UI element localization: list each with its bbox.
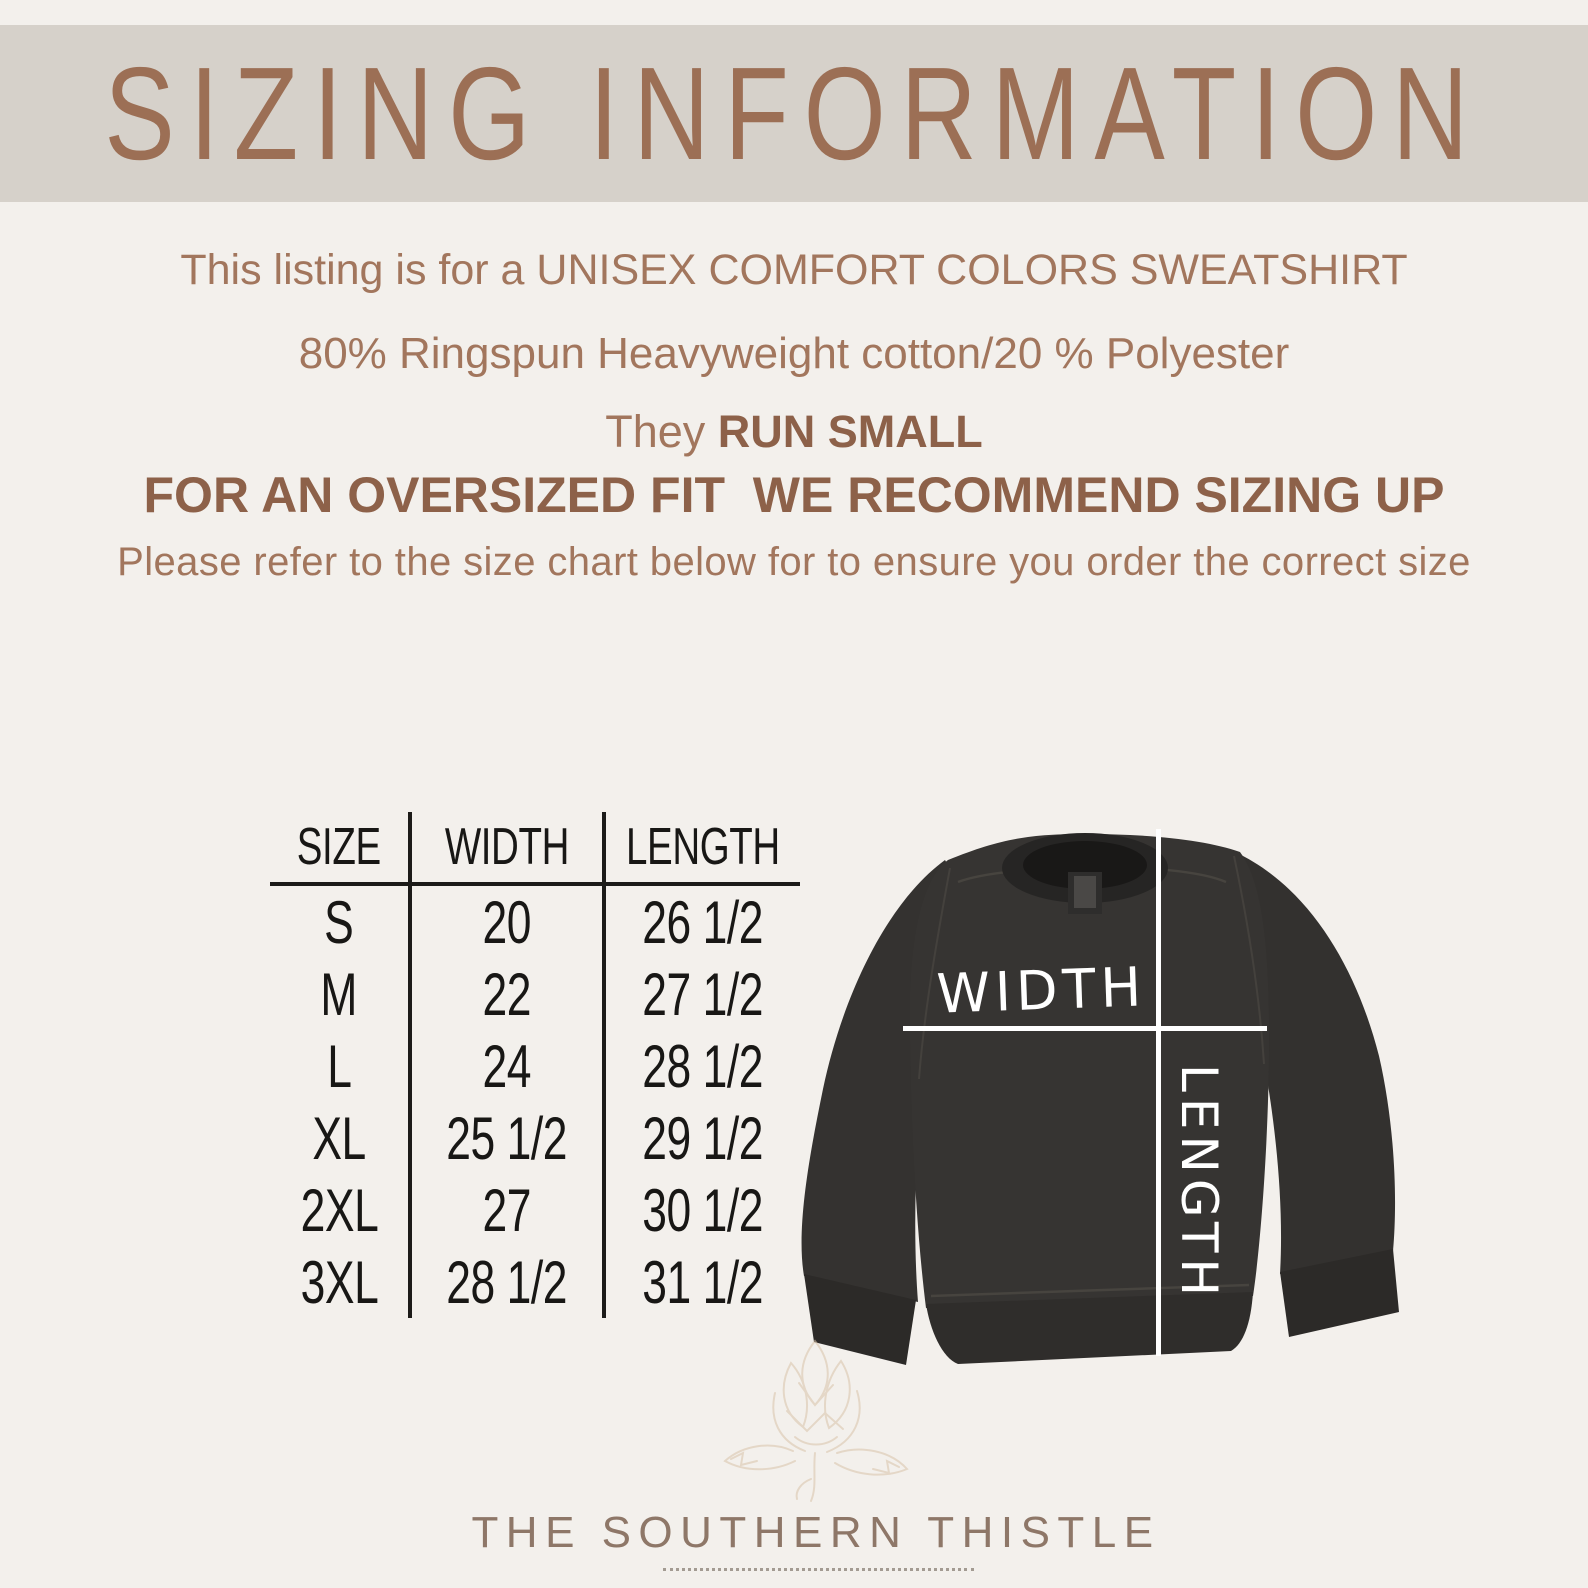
sweatshirt-hem-band: [926, 1292, 1253, 1364]
intro-fabric-line: 80% Ringspun Heavyweight cotton/20 % Pol…: [298, 329, 1290, 378]
sweatshirt-right-sleeve: [1226, 852, 1396, 1274]
cell-size-2xl: 2XL: [270, 1174, 412, 1246]
hem-seam: [930, 1283, 1250, 1298]
sweatshirt-body: [909, 834, 1270, 1308]
width-label: WIDTH: [936, 955, 1148, 1025]
cell-width-l: 24: [412, 1030, 606, 1102]
size-chart-table: SIZE WIDTH LENGTH S 20 26 1/2 M 22 27 1/…: [270, 812, 800, 1318]
left-armhole-seam: [918, 867, 951, 1080]
run-small-emphasis: RUN SMALL: [717, 406, 983, 457]
width-measure-line: [903, 1026, 1267, 1031]
length-measure-line: [1156, 829, 1161, 1356]
cell-width-xl: 25 1/2: [412, 1102, 606, 1174]
cell-size-s: S: [270, 886, 412, 958]
column-header-width: WIDTH: [412, 812, 606, 886]
brand-name: THE SOUTHERN THISTLE: [471, 1508, 1161, 1557]
column-header-size: SIZE: [270, 812, 412, 886]
cell-length-l: 28 1/2: [642, 1032, 764, 1100]
cell-size-l: L: [270, 1030, 412, 1102]
cell-width-s: 20: [412, 886, 606, 958]
cell-length-m: 27 1/2: [642, 960, 764, 1028]
right-armhole-seam: [1233, 855, 1265, 1065]
thistle-logo-icon: [723, 1339, 909, 1502]
cell-size-3xl: 3XL: [270, 1246, 412, 1318]
cell-length-2xl: 30 1/2: [642, 1176, 764, 1244]
cell-width-m: 22: [412, 958, 606, 1030]
intro-run-small-line: They RUN SMALL: [0, 406, 1588, 457]
cell-length-xl: 29 1/2: [642, 1104, 764, 1172]
sweatshirt-left-cuff: [804, 1274, 916, 1365]
refer-chart-line: Please refer to the size chart below for…: [117, 540, 1471, 584]
run-small-prefix: They: [605, 406, 718, 457]
sweatshirt-right-cuff: [1280, 1249, 1399, 1337]
column-header-length: LENGTH: [606, 812, 800, 886]
collar-opening: [1023, 841, 1147, 889]
sweatshirt-image: WIDTH LENGTH: [801, 829, 1399, 1365]
cell-size-m: M: [270, 958, 412, 1030]
brand-divider: [663, 1568, 974, 1571]
length-label: LENGTH: [1170, 1064, 1228, 1302]
oversized-fit-line: FOR AN OVERSIZED FIT WE RECOMMEND SIZING…: [143, 467, 1445, 523]
cell-length-3xl: 31 1/2: [642, 1248, 764, 1316]
neck-label: [1074, 876, 1096, 908]
intro-listing-line: This listing is for a UNISEX COMFORT COL…: [180, 246, 1408, 294]
page-title: SIZING INFORMATION: [104, 39, 1484, 187]
cell-width-3xl: 28 1/2: [412, 1246, 606, 1318]
cell-width-2xl: 27: [412, 1174, 606, 1246]
header-band: SIZING INFORMATION: [0, 25, 1588, 202]
cell-size-xl: XL: [270, 1102, 412, 1174]
cell-length-s: 26 1/2: [642, 888, 764, 956]
